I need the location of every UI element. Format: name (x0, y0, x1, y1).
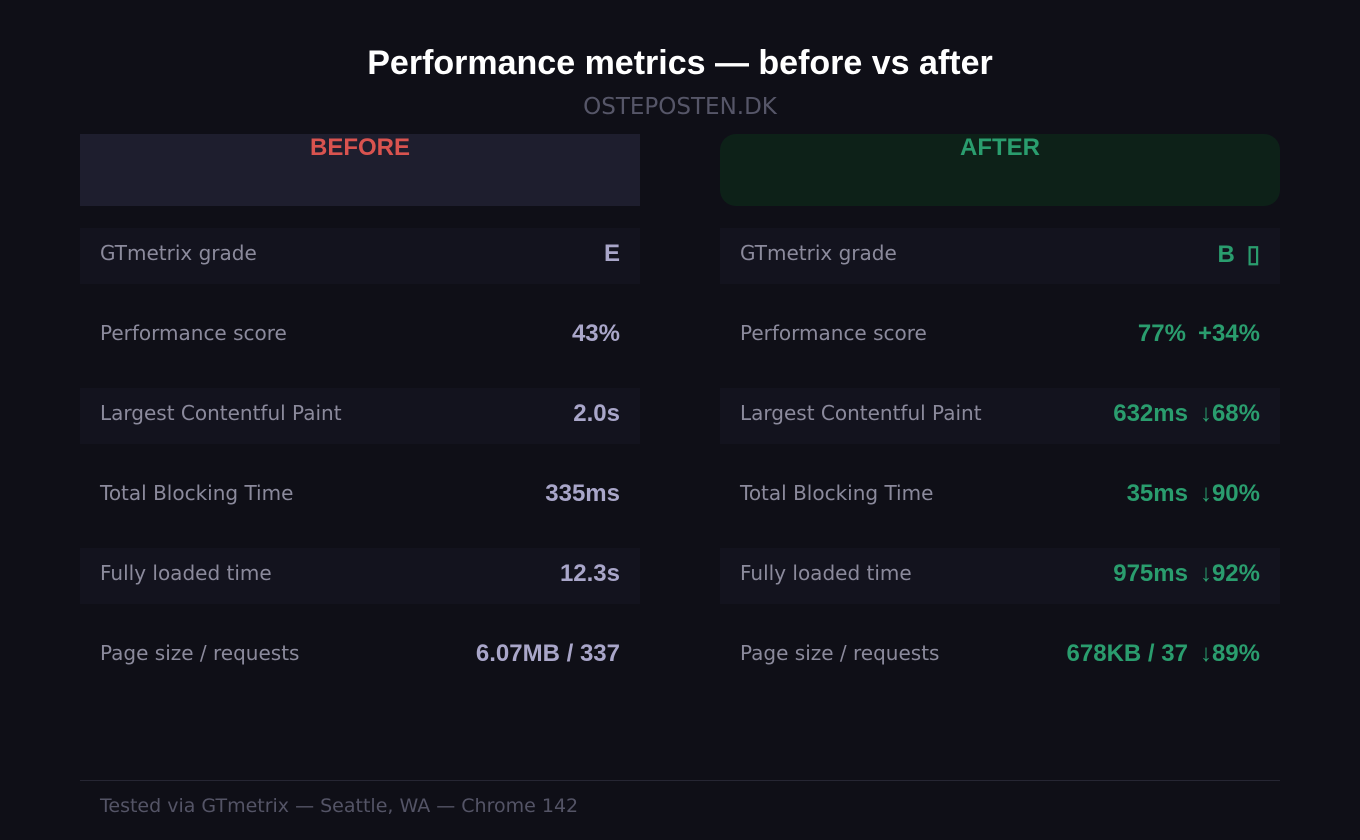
before-value: 6.07MB / 337 (475, 640, 620, 667)
before-row: Performance score 43% (80, 308, 640, 364)
before-value: 335ms (545, 480, 620, 507)
metric-value: 678KB / 37 ↓89% (1067, 640, 1260, 668)
after-row: Page size / requests 678KB / 37 ↓89% (720, 628, 1280, 684)
metric-value: 43% (572, 320, 620, 348)
change: ↓92% (1199, 560, 1260, 587)
after-value: 632ms (1113, 400, 1188, 427)
metric-value: 77% +34% (1138, 320, 1260, 348)
metric-value: E (604, 240, 620, 268)
metric-value: 335ms (545, 480, 620, 508)
before-value: E (603, 240, 620, 267)
change: ↓89% (1199, 640, 1260, 667)
after-value: B (1217, 241, 1235, 268)
metric-value: B ▯ (1217, 240, 1260, 269)
after-row: Performance score 77% +34% (720, 308, 1280, 364)
metric-value: 6.07MB / 337 (476, 640, 620, 668)
before-header: BEFORE (80, 134, 640, 206)
before-row: GTmetrix grade E (80, 228, 640, 284)
metric-value: 632ms ↓68% (1113, 400, 1260, 428)
metric-label: Performance score (100, 321, 287, 345)
metric-value: 35ms ↓90% (1127, 480, 1260, 508)
before-value: 43% (571, 320, 620, 347)
after-row: Largest Contentful Paint 632ms ↓68% (720, 388, 1280, 444)
metric-value: 12.3s (560, 560, 620, 588)
metric-label: GTmetrix grade (740, 241, 897, 265)
change: ↓90% (1199, 480, 1260, 507)
before-row: Total Blocking Time 335ms (80, 468, 640, 524)
before-value: 2.0s (573, 400, 620, 427)
metric-label: Page size / requests (740, 641, 940, 665)
metric-label: Page size / requests (100, 641, 300, 665)
after-value: 35ms (1126, 480, 1188, 507)
metric-label: GTmetrix grade (100, 241, 257, 265)
after-row: GTmetrix grade B ▯ (720, 228, 1280, 284)
after-value: 975ms (1113, 560, 1188, 587)
footer: Tested via GTmetrix — Seattle, WA — Chro… (100, 795, 579, 817)
after-value: 77% (1137, 320, 1186, 347)
metric-value: 975ms ↓92% (1113, 560, 1260, 588)
before-row: Fully loaded time 12.3s (80, 548, 640, 604)
title: Performance metrics — before vs after (367, 44, 993, 82)
metric-label: Largest Contentful Paint (740, 401, 982, 425)
change: ↓68% (1199, 400, 1260, 427)
metric-label: Fully loaded time (740, 561, 912, 585)
metric-label: Fully loaded time (100, 561, 272, 585)
before-value: 12.3s (559, 560, 620, 587)
after-value: 678KB / 37 (1066, 640, 1188, 667)
after-row: Total Blocking Time 35ms ↓90% (720, 468, 1280, 524)
metric-label: Performance score (740, 321, 927, 345)
before-row: Largest Contentful Paint 2.0s (80, 388, 640, 444)
metric-label: Total Blocking Time (740, 481, 934, 505)
metric-label: Total Blocking Time (100, 481, 294, 505)
change: ▯ (1246, 241, 1260, 268)
subtitle: OSTEPOSTEN.DK (583, 94, 777, 120)
after-header: AFTER (720, 134, 1280, 206)
metric-value: 2.0s (573, 400, 620, 428)
metric-label: Largest Contentful Paint (100, 401, 342, 425)
before-row: Page size / requests 6.07MB / 337 (80, 628, 640, 684)
after-row: Fully loaded time 975ms ↓92% (720, 548, 1280, 604)
divider (80, 780, 1280, 781)
change: +34% (1197, 320, 1260, 347)
